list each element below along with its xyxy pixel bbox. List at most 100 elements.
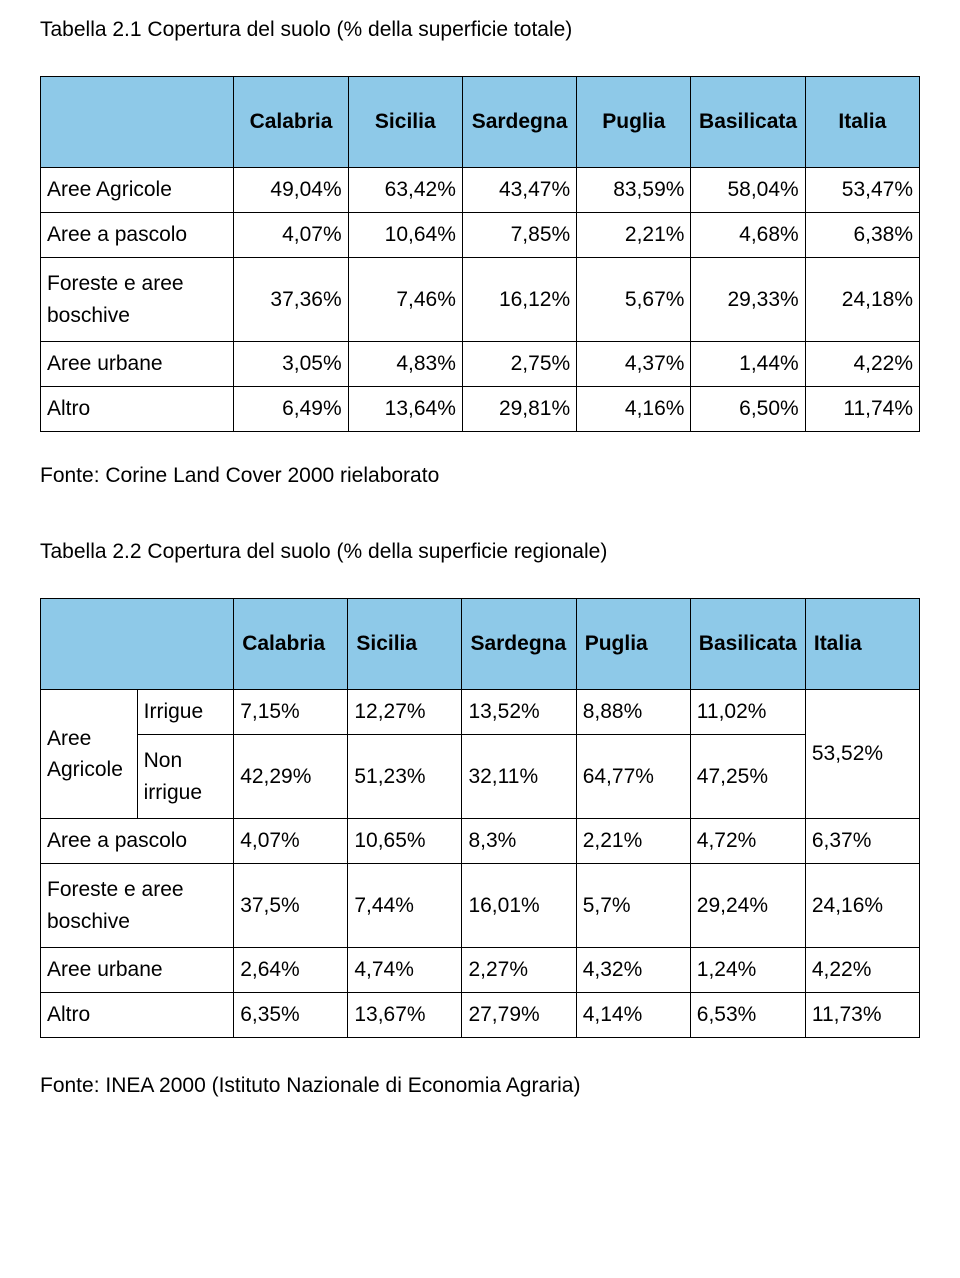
cell: 43,47%: [462, 168, 576, 213]
cell: 37,36%: [234, 258, 348, 342]
cell: 4,32%: [576, 948, 690, 993]
irrigue-label: Irrigue: [137, 690, 234, 735]
cell: 4,74%: [348, 948, 462, 993]
table1-source: Fonte: Corine Land Cover 2000 rielaborat…: [40, 464, 920, 488]
cell: 11,02%: [690, 690, 805, 735]
cell: 11,74%: [805, 387, 919, 432]
cell: 3,05%: [234, 342, 348, 387]
cell: 12,27%: [348, 690, 462, 735]
agricole-group-label: Aree Agricole: [41, 690, 138, 819]
cell: 32,11%: [462, 735, 576, 819]
table1-header-row: Calabria Sicilia Sardegna Puglia Basilic…: [41, 77, 920, 168]
cell: 4,16%: [577, 387, 691, 432]
row-label: Foreste e aree boschive: [41, 864, 234, 948]
cell: 37,5%: [234, 864, 348, 948]
cell: 47,25%: [690, 735, 805, 819]
table-row: Aree urbane 2,64% 4,74% 2,27% 4,32% 1,24…: [41, 948, 920, 993]
table2-col-0: Calabria: [234, 599, 348, 690]
table-row: Altro 6,35% 13,67% 27,79% 4,14% 6,53% 11…: [41, 993, 920, 1038]
table1-title: Tabella 2.1 Copertura del suolo (% della…: [40, 18, 920, 42]
cell: 2,75%: [462, 342, 576, 387]
cell: 10,64%: [348, 213, 462, 258]
cell: 1,44%: [691, 342, 805, 387]
table-row: Aree urbane 3,05% 4,83% 2,75% 4,37% 1,44…: [41, 342, 920, 387]
cell: 49,04%: [234, 168, 348, 213]
row-label: Aree a pascolo: [41, 819, 234, 864]
cell: 2,21%: [577, 213, 691, 258]
cell: 7,15%: [234, 690, 348, 735]
table-row: Non irrigue 42,29% 51,23% 32,11% 64,77% …: [41, 735, 920, 819]
row-label: Aree Agricole: [41, 168, 234, 213]
cell: 29,81%: [462, 387, 576, 432]
cell: 27,79%: [462, 993, 576, 1038]
cell: 53,47%: [805, 168, 919, 213]
table2-col-1: Sicilia: [348, 599, 462, 690]
cell: 24,18%: [805, 258, 919, 342]
cell: 5,7%: [576, 864, 690, 948]
cell: 16,12%: [462, 258, 576, 342]
table2-title: Tabella 2.2 Copertura del suolo (% della…: [40, 540, 920, 564]
page: Tabella 2.1 Copertura del suolo (% della…: [0, 0, 960, 1278]
table-row: Foreste e aree boschive 37,5% 7,44% 16,0…: [41, 864, 920, 948]
table1-col-5: Italia: [805, 77, 919, 168]
table1-header-blank: [41, 77, 234, 168]
cell: 6,38%: [805, 213, 919, 258]
cell: 4,22%: [805, 342, 919, 387]
cell: 7,46%: [348, 258, 462, 342]
table-row: Aree a pascolo 4,07% 10,64% 7,85% 2,21% …: [41, 213, 920, 258]
table1-col-3: Puglia: [577, 77, 691, 168]
cell: 1,24%: [690, 948, 805, 993]
cell: 4,72%: [690, 819, 805, 864]
cell: 10,65%: [348, 819, 462, 864]
cell: 29,24%: [690, 864, 805, 948]
cell: 63,42%: [348, 168, 462, 213]
cell: 4,83%: [348, 342, 462, 387]
cell: 7,44%: [348, 864, 462, 948]
cell: 24,16%: [805, 864, 919, 948]
cell: 4,68%: [691, 213, 805, 258]
cell: 5,67%: [577, 258, 691, 342]
cell: 11,73%: [805, 993, 919, 1038]
table1-col-1: Sicilia: [348, 77, 462, 168]
row-label: Altro: [41, 993, 234, 1038]
table2-header-row: Calabria Sicilia Sardegna Puglia Basilic…: [41, 599, 920, 690]
cell: 6,37%: [805, 819, 919, 864]
row-label: Foreste e aree boschive: [41, 258, 234, 342]
table2-header-blank: [41, 599, 234, 690]
cell: 7,85%: [462, 213, 576, 258]
cell: 6,50%: [691, 387, 805, 432]
table1: Calabria Sicilia Sardegna Puglia Basilic…: [40, 76, 920, 432]
table-row: Aree Agricole 49,04% 63,42% 43,47% 83,59…: [41, 168, 920, 213]
cell: 64,77%: [576, 735, 690, 819]
cell: 16,01%: [462, 864, 576, 948]
cell: 13,52%: [462, 690, 576, 735]
cell: 6,35%: [234, 993, 348, 1038]
table-row: Aree Agricole Irrigue 7,15% 12,27% 13,52…: [41, 690, 920, 735]
row-label: Altro: [41, 387, 234, 432]
cell: 4,22%: [805, 948, 919, 993]
cell: 8,88%: [576, 690, 690, 735]
table2-col-5: Italia: [805, 599, 919, 690]
cell: 8,3%: [462, 819, 576, 864]
cell: 6,49%: [234, 387, 348, 432]
row-label: Aree urbane: [41, 948, 234, 993]
table2-col-3: Puglia: [576, 599, 690, 690]
cell: 29,33%: [691, 258, 805, 342]
cell: 4,37%: [577, 342, 691, 387]
cell: 2,21%: [576, 819, 690, 864]
cell: 83,59%: [577, 168, 691, 213]
cell: 4,14%: [576, 993, 690, 1038]
cell: 6,53%: [690, 993, 805, 1038]
row-label: Aree a pascolo: [41, 213, 234, 258]
non-irrigue-label: Non irrigue: [137, 735, 234, 819]
table-row: Altro 6,49% 13,64% 29,81% 4,16% 6,50% 11…: [41, 387, 920, 432]
cell: 58,04%: [691, 168, 805, 213]
table2: Calabria Sicilia Sardegna Puglia Basilic…: [40, 598, 920, 1038]
table1-col-4: Basilicata: [691, 77, 805, 168]
cell: 51,23%: [348, 735, 462, 819]
table-row: Foreste e aree boschive 37,36% 7,46% 16,…: [41, 258, 920, 342]
table-row: Aree a pascolo 4,07% 10,65% 8,3% 2,21% 4…: [41, 819, 920, 864]
cell: 13,67%: [348, 993, 462, 1038]
cell: 4,07%: [234, 819, 348, 864]
row-label: Aree urbane: [41, 342, 234, 387]
